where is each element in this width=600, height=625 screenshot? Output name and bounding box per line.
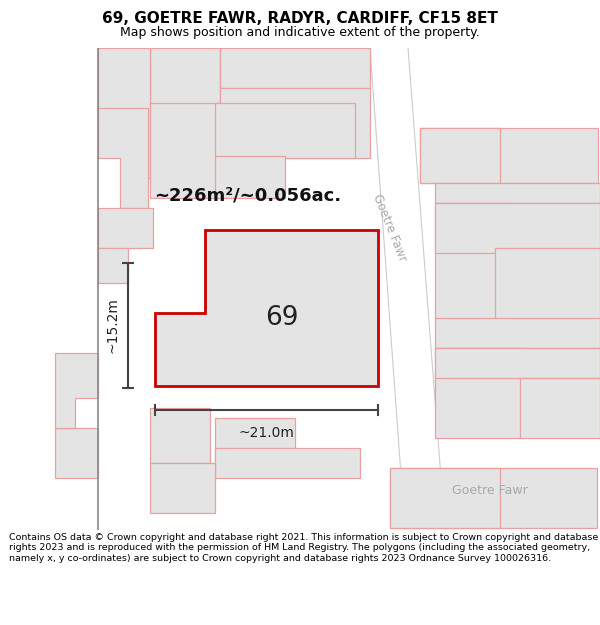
Bar bbox=[215, 156, 285, 198]
Bar bbox=[435, 183, 600, 203]
Text: Contains OS data © Crown copyright and database right 2021. This information is : Contains OS data © Crown copyright and d… bbox=[9, 533, 598, 562]
Bar bbox=[435, 348, 525, 438]
Text: ~226m²/~0.056ac.: ~226m²/~0.056ac. bbox=[154, 187, 341, 205]
Bar bbox=[390, 468, 500, 528]
Bar bbox=[390, 468, 597, 528]
Bar bbox=[435, 318, 600, 348]
Text: Map shows position and indicative extent of the property.: Map shows position and indicative extent… bbox=[120, 26, 480, 39]
Polygon shape bbox=[55, 353, 98, 428]
Bar bbox=[215, 103, 355, 158]
Bar bbox=[150, 48, 220, 108]
Text: 69, GOETRE FAWR, RADYR, CARDIFF, CF15 8ET: 69, GOETRE FAWR, RADYR, CARDIFF, CF15 8E… bbox=[102, 11, 498, 26]
Text: Goetre Fawr: Goetre Fawr bbox=[452, 484, 528, 496]
Bar bbox=[435, 203, 515, 323]
Polygon shape bbox=[155, 230, 378, 386]
Bar bbox=[215, 448, 360, 478]
Bar bbox=[150, 463, 215, 513]
Bar bbox=[98, 208, 153, 248]
Bar bbox=[435, 348, 600, 378]
Polygon shape bbox=[98, 48, 150, 178]
Bar bbox=[420, 128, 598, 183]
Bar bbox=[220, 88, 370, 158]
Bar bbox=[520, 378, 600, 438]
Polygon shape bbox=[55, 428, 98, 478]
Bar bbox=[150, 408, 210, 463]
Text: Goetre Fawr: Goetre Fawr bbox=[371, 192, 409, 264]
Bar bbox=[495, 248, 600, 323]
Bar bbox=[435, 203, 600, 253]
Bar bbox=[98, 248, 128, 283]
Text: ~21.0m: ~21.0m bbox=[239, 426, 295, 440]
Text: ~15.2m: ~15.2m bbox=[106, 298, 120, 354]
Polygon shape bbox=[98, 108, 148, 208]
Bar bbox=[420, 128, 500, 183]
Bar bbox=[220, 48, 370, 88]
Text: 69: 69 bbox=[265, 305, 299, 331]
Polygon shape bbox=[370, 48, 445, 530]
Bar bbox=[215, 418, 295, 463]
Bar bbox=[150, 103, 220, 198]
Bar bbox=[150, 108, 220, 158]
